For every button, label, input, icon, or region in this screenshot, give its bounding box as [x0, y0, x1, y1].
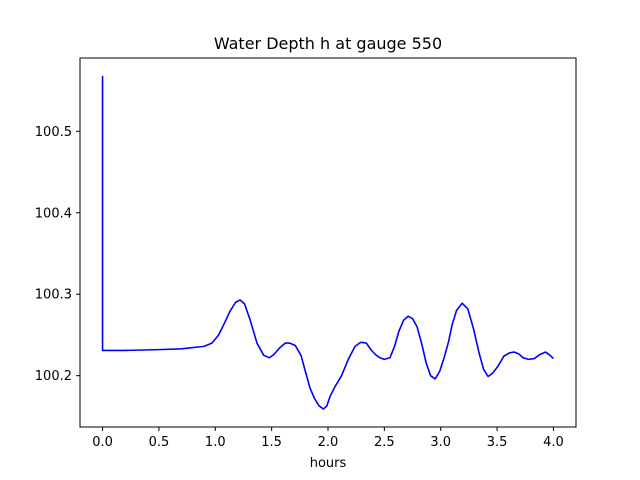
- y-tick-label: 100.5: [35, 125, 72, 140]
- x-axis: 0.0 0.5 1.0 1.5 2.0 2.5 3.0 3.5 4.0: [92, 427, 564, 450]
- plot-frame: [79, 57, 577, 428]
- x-tick-label: 0.0: [92, 435, 113, 450]
- x-tick-label: 4.0: [543, 435, 564, 450]
- series-layer: [101, 75, 555, 410]
- y-tick-label: 100.2: [35, 369, 72, 384]
- y-tick-label: 100.4: [35, 206, 72, 221]
- x-tick-label: 3.5: [487, 435, 508, 450]
- x-tick-label: 2.5: [374, 435, 395, 450]
- x-tick-label: 1.0: [205, 435, 226, 450]
- x-tick-label: 2.0: [318, 435, 339, 450]
- x-axis-label: hours: [310, 456, 347, 471]
- x-tick-label: 1.5: [261, 435, 282, 450]
- x-tick-label: 3.0: [430, 435, 451, 450]
- chart-title: Water Depth h at gauge 550: [214, 34, 442, 53]
- y-axis: 100.2 100.3 100.4 100.5: [35, 125, 80, 384]
- y-tick-label: 100.3: [35, 288, 72, 303]
- series-line-0: [101, 75, 555, 410]
- x-tick-label: 0.5: [149, 435, 170, 450]
